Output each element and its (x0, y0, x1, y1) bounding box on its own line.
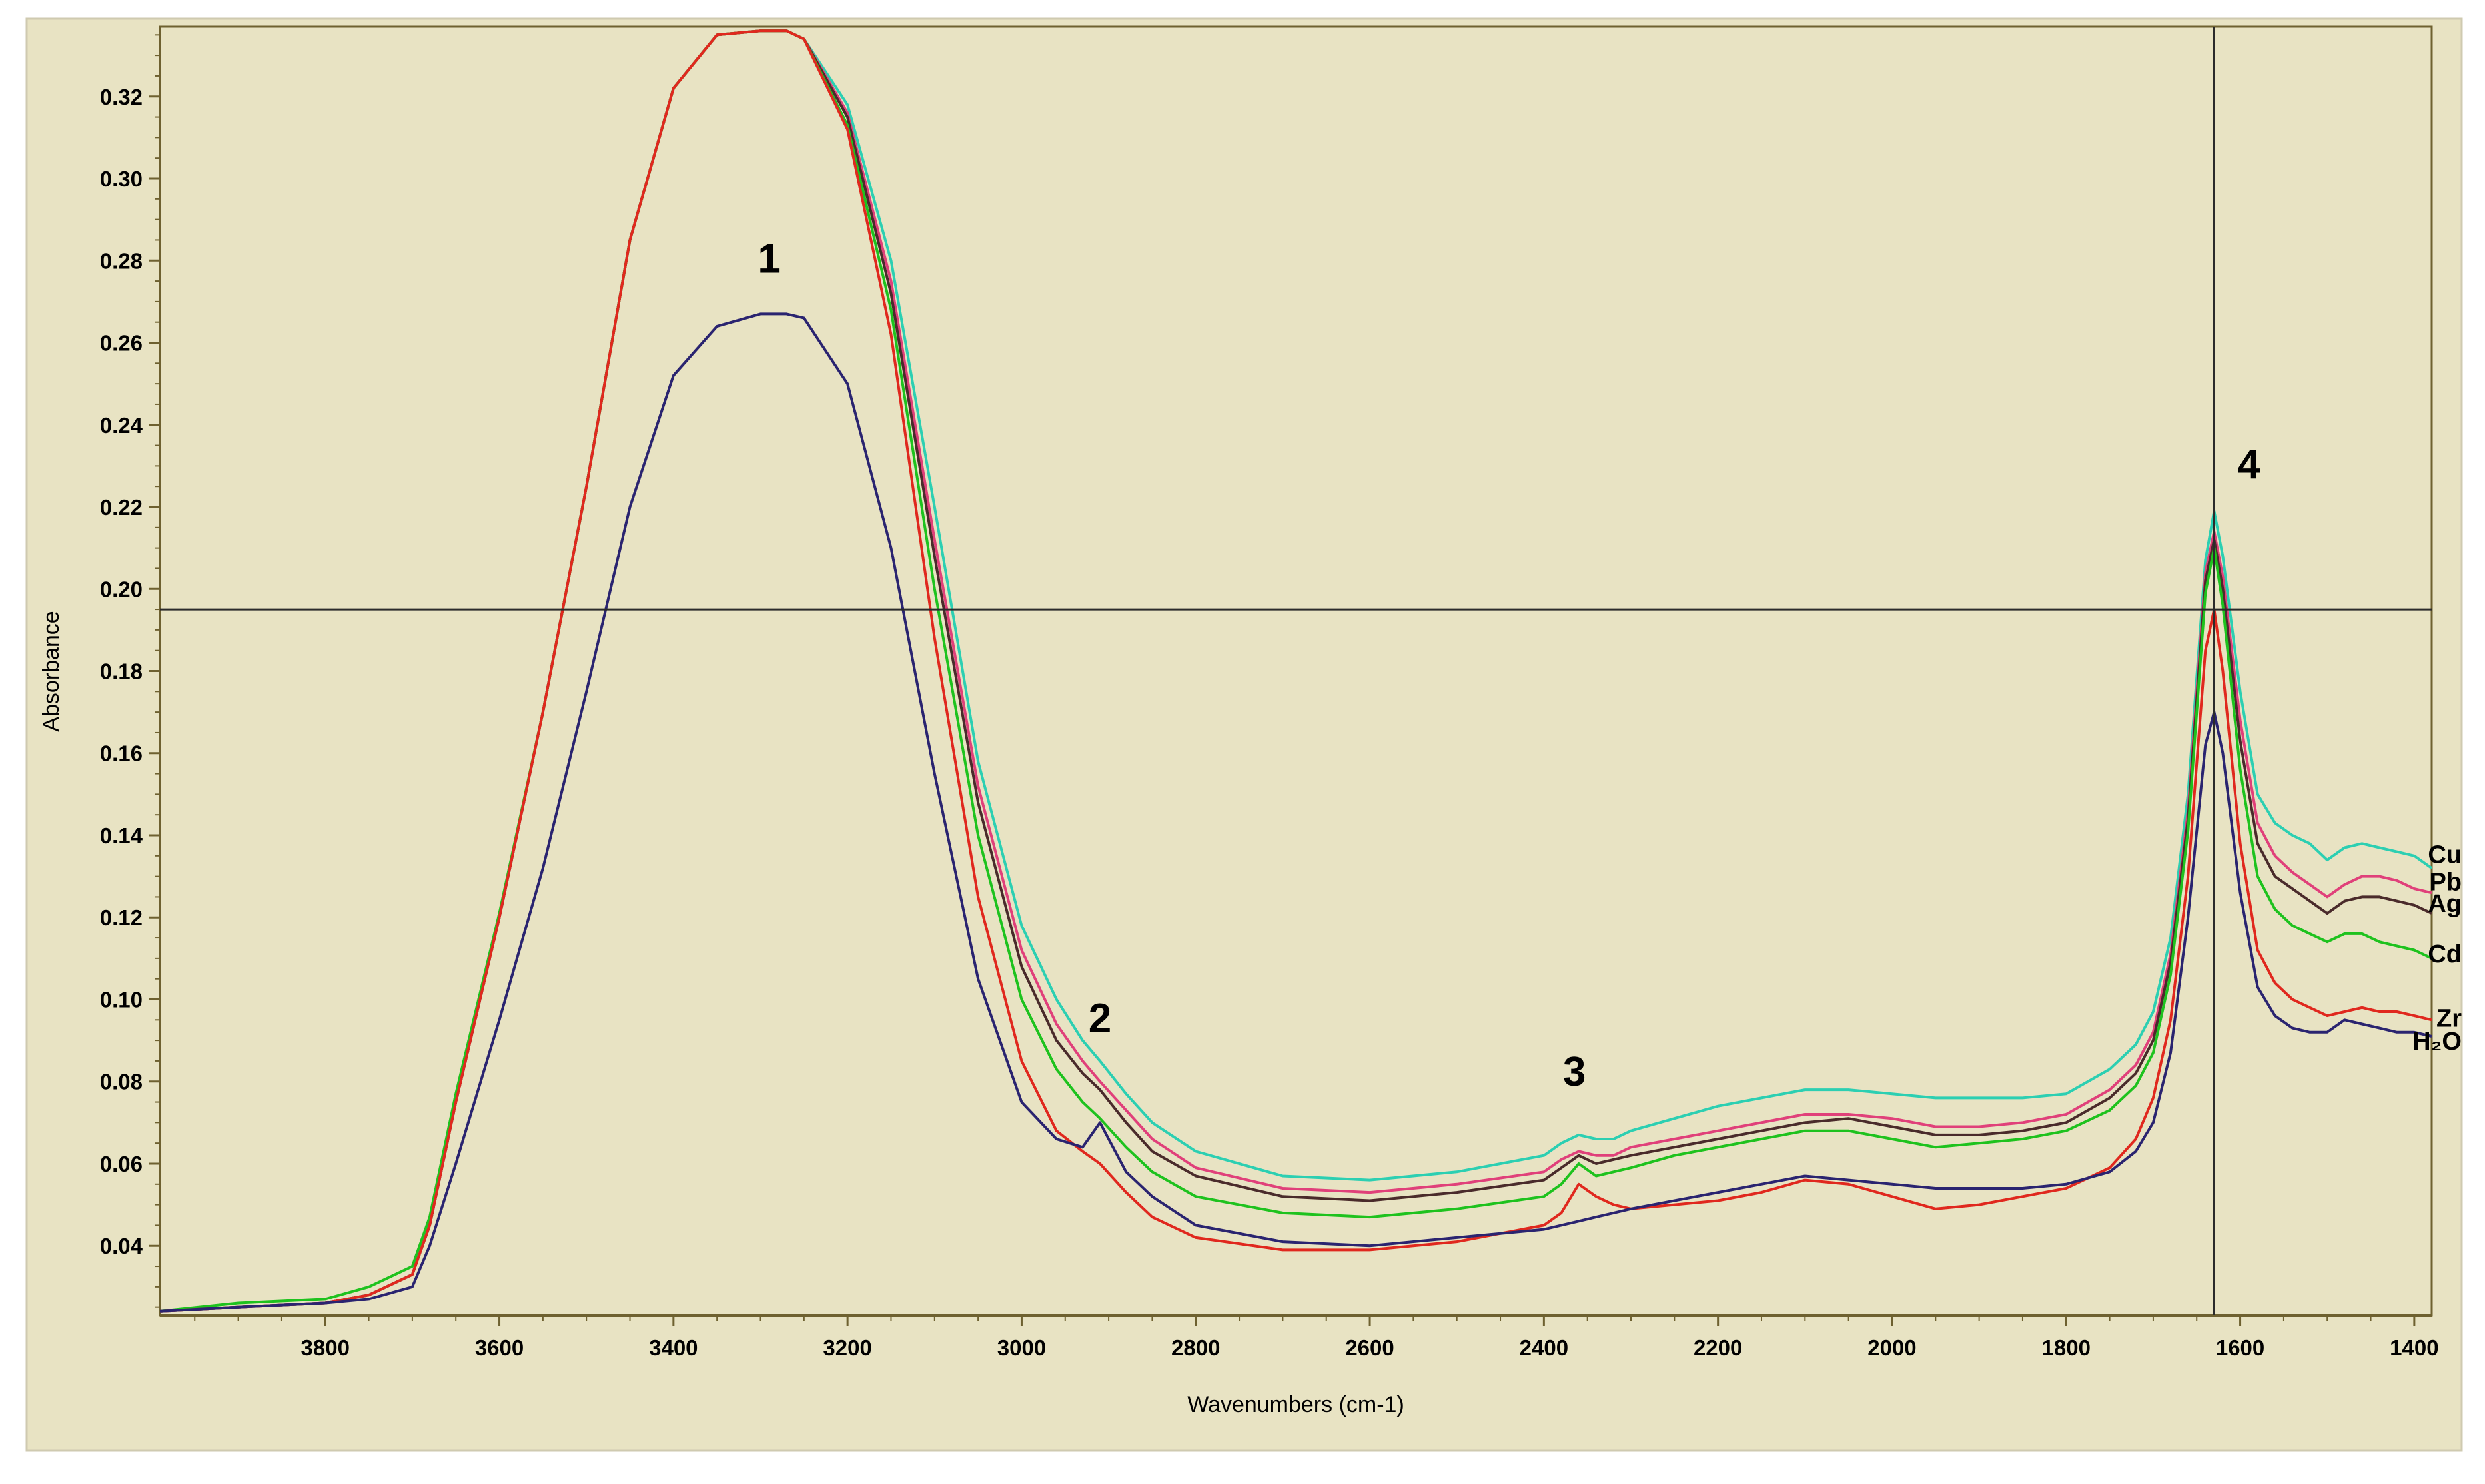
series-line-zr (159, 29, 2432, 1313)
y-tick-label: 0.08 (100, 1070, 143, 1094)
y-tick-label: 0.16 (100, 741, 143, 766)
x-tick-label: 3800 (301, 1335, 350, 1360)
x-tick-label: 3200 (823, 1335, 871, 1360)
series-label: Zr (2436, 1004, 2462, 1032)
series-label: Pb (2429, 868, 2462, 896)
series-label: Cd (2428, 940, 2462, 968)
y-tick-label: 0.04 (100, 1234, 143, 1258)
x-tick-label: 3000 (997, 1335, 1046, 1360)
y-tick-label: 0.06 (100, 1152, 143, 1176)
peak-annotation: 2 (1089, 996, 1111, 1042)
y-tick-label: 0.26 (100, 331, 143, 356)
x-tick-label: 2200 (1694, 1335, 1742, 1360)
x-tick-label: 3400 (649, 1335, 698, 1360)
y-tick-label: 0.22 (100, 495, 143, 520)
y-tick-label: 0.28 (100, 248, 143, 273)
y-tick-label: 0.12 (100, 905, 143, 930)
plot-area (159, 25, 2433, 1317)
series-label: Cu (2428, 841, 2462, 869)
y-tick-label: 0.30 (100, 167, 143, 191)
y-tick-label: 0.20 (100, 577, 143, 601)
peak-annotation: 1 (757, 236, 780, 282)
peak-annotation: 4 (2237, 442, 2260, 488)
series-line-ho (159, 312, 2432, 1313)
x-tick-label: 2800 (1171, 1335, 1220, 1360)
y-tick-label: 0.14 (100, 823, 143, 848)
x-tick-label: 3600 (475, 1335, 524, 1360)
y-tick-label: 0.10 (100, 987, 143, 1012)
peak-annotations: 1 2 3 4 (757, 236, 2260, 1095)
x-axis-ticks: 3800 3600 3400 3200 3000 2800 2600 2400 2200 2000… (194, 1315, 2439, 1360)
x-tick-label: 1600 (2216, 1335, 2264, 1360)
x-axis-title: Wavenumbers (cm-1) (1187, 1392, 1404, 1417)
y-tick-label: 0.24 (100, 413, 143, 438)
y-axis-title: Absorbance (39, 611, 64, 731)
x-tick-label: 2000 (1867, 1335, 1916, 1360)
series-label: H₂O (2412, 1028, 2462, 1056)
y-axis-ticks: 0.04 0.06 0.08 0.10 0.12 0.14 0.16 0.18 0.20 0.22… (100, 34, 160, 1308)
series-label: Ag (2428, 890, 2462, 918)
x-tick-label: 1800 (2042, 1335, 2091, 1360)
x-tick-label: 1400 (2390, 1335, 2438, 1360)
peak-annotation: 3 (1563, 1049, 1586, 1095)
y-tick-label: 0.32 (100, 85, 143, 109)
spectrum-lines (159, 29, 2433, 1313)
x-tick-label: 2400 (1520, 1335, 1568, 1360)
x-tick-label: 2600 (1345, 1335, 1394, 1360)
y-tick-label: 0.18 (100, 659, 143, 684)
crosshair-cursor[interactable] (160, 27, 2432, 1315)
